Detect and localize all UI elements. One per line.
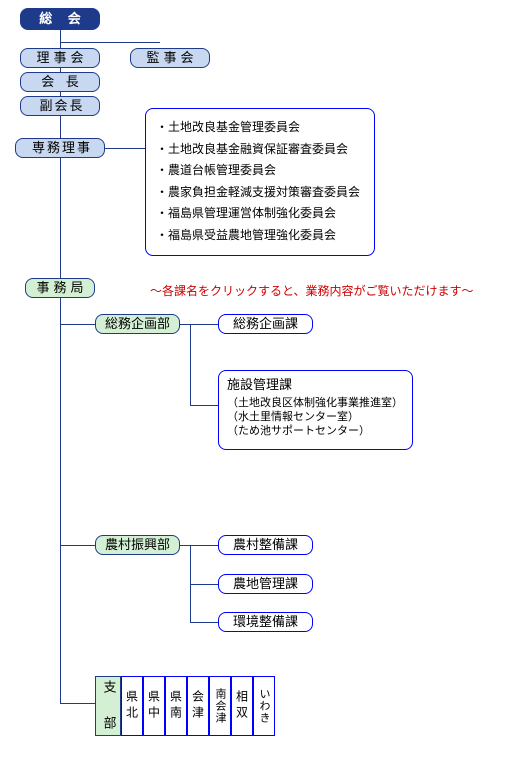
branch-box[interactable]: 県北 <box>121 676 143 736</box>
connector <box>60 545 95 546</box>
dept1-section2-box[interactable]: 施設管理課 （土地改良区体制強化事業推進室） （水土里情報センター室） （ため池… <box>218 370 413 450</box>
branch-label: 相双 <box>234 690 251 722</box>
connector <box>190 324 191 406</box>
dept1-section2-line: （水土里情報センター室） <box>227 410 359 424</box>
branch-box[interactable]: 県中 <box>143 676 165 736</box>
dept1-section1-box[interactable]: 総務企画課 <box>218 314 313 334</box>
kanjikai-box: 監事会 <box>130 48 210 68</box>
branch-label: 県北 <box>124 690 141 722</box>
connector <box>190 405 220 406</box>
connector <box>175 324 220 325</box>
connector <box>60 703 95 704</box>
connector <box>60 42 160 43</box>
branch-box[interactable]: 県南 <box>165 676 187 736</box>
committee-item: ・福島県受益農地管理強化委員会 <box>156 225 364 247</box>
click-note: ～各課名をクリックすると、業務内容がご覧いただけます～ <box>150 282 474 299</box>
committee-item: ・土地改良基金融資保証審査委員会 <box>156 139 364 161</box>
branch-label: いわき <box>256 688 272 724</box>
fukukaicho-label: 副会長 <box>39 98 84 115</box>
branch-label: 県南 <box>168 690 185 722</box>
senmuriji-box: 専務理事 <box>15 138 105 158</box>
committees-box: ・土地改良基金管理委員会 ・土地改良基金融資保証審査委員会 ・農道台帳管理委員会… <box>145 108 375 256</box>
dept1-section2-line: （ため池サポートセンター） <box>227 424 370 438</box>
dept1-label: 総務企画部 <box>105 316 170 333</box>
fukukaicho-box: 副会長 <box>20 96 100 116</box>
committee-item: ・土地改良基金管理委員会 <box>156 117 364 139</box>
soukai-label: 総 会 <box>39 11 87 28</box>
connector <box>190 622 220 623</box>
connector <box>175 545 220 546</box>
dept2-section1-box[interactable]: 農村整備課 <box>218 535 313 555</box>
dept2-section3-box[interactable]: 環境整備課 <box>218 612 313 632</box>
dept2-section3-label: 環境整備課 <box>233 614 298 631</box>
dept1-section1-label: 総務企画課 <box>233 316 298 333</box>
kanjikai-label: 監事会 <box>146 50 197 67</box>
committee-item: ・農家負担金軽減支援対策審査委員会 <box>156 182 364 204</box>
dept1-section2-title: 施設管理課 <box>227 377 292 394</box>
dept1-section2-line: （土地改良区体制強化事業推進室） <box>227 396 403 410</box>
branch-box[interactable]: いわき <box>253 676 275 736</box>
dept2-section1-label: 農村整備課 <box>233 537 298 554</box>
branch-label: 南会津 <box>212 688 228 724</box>
soukai-box: 総 会 <box>20 8 100 30</box>
rijikai-box: 理事会 <box>20 48 100 68</box>
branch-box[interactable]: 相双 <box>231 676 253 736</box>
committee-item: ・福島県管理運営体制強化委員会 <box>156 203 364 225</box>
dept2-section2-box[interactable]: 農地管理課 <box>218 574 313 594</box>
branch-box[interactable]: 南会津 <box>209 676 231 736</box>
branch-box[interactable]: 会津 <box>187 676 209 736</box>
branch-label: 県中 <box>146 690 163 722</box>
kaicho-box: 会 長 <box>20 72 100 92</box>
jimukyoku-label: 事務局 <box>36 280 87 297</box>
kaicho-label: 会 長 <box>41 74 83 91</box>
jimukyoku-box: 事務局 <box>25 278 95 298</box>
connector <box>190 584 220 585</box>
dept2-section2-label: 農地管理課 <box>233 576 298 593</box>
branch-label: 会津 <box>190 690 207 722</box>
connector <box>60 324 95 325</box>
dept2-label: 農村振興部 <box>105 537 170 554</box>
dept2-box: 農村振興部 <box>95 535 180 555</box>
branches-label-box: 支 部 <box>95 676 121 736</box>
committee-item: ・農道台帳管理委員会 <box>156 160 364 182</box>
senmuriji-label: 専務理事 <box>32 140 92 157</box>
dept1-box: 総務企画部 <box>95 314 180 334</box>
branches-label: 支 部 <box>100 680 117 733</box>
rijikai-label: 理事会 <box>36 50 87 67</box>
connector <box>60 158 61 703</box>
